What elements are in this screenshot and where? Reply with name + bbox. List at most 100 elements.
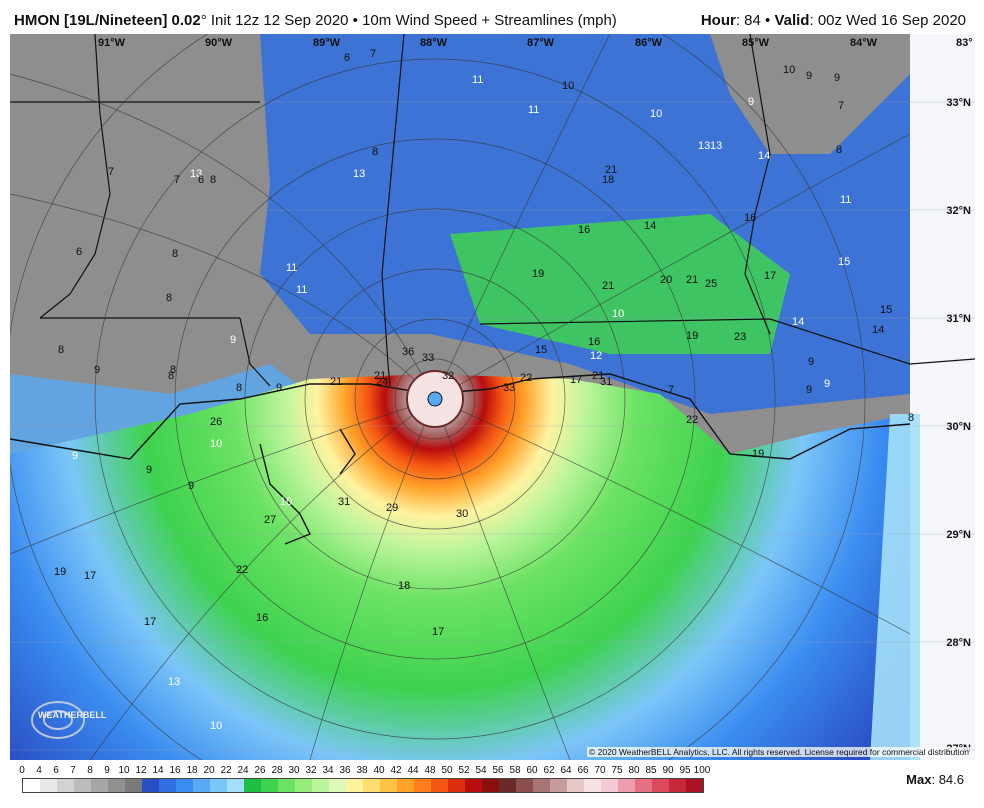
wind-value-label: 8 <box>210 174 217 186</box>
scale-tick-label: 22 <box>220 765 232 776</box>
wind-value-label: 8 <box>172 248 179 260</box>
wind-value-label: 13 <box>698 140 711 152</box>
scale-tick-label: 34 <box>322 765 334 776</box>
wind-value-label: 7 <box>108 166 115 178</box>
scale-tick-label: 6 <box>53 765 59 776</box>
scale-swatch <box>295 779 312 792</box>
wind-value-label: 14 <box>644 220 657 232</box>
scale-swatch <box>533 779 550 792</box>
scale-tick-label: 64 <box>560 765 572 776</box>
wind-value-label: 19 <box>532 268 545 280</box>
scale-swatch <box>57 779 74 792</box>
scale-tick-label: 40 <box>373 765 385 776</box>
scale-tick-label: 20 <box>203 765 215 776</box>
lon-label: 89°W <box>313 37 341 49</box>
scale-ticks: 0 4 6 7 8 9 10 12 14 16 18 20 22 24 26 28 30 32 34 36 38 40 42… <box>19 765 710 777</box>
wind-value-label: 10 <box>650 108 663 120</box>
wind-value-label: 8 <box>166 292 173 304</box>
wind-value-label: 10 <box>280 496 293 508</box>
lon-label: 88°W <box>420 37 448 49</box>
wind-value-label: 9 <box>824 378 831 390</box>
wind-value-label: 10 <box>562 80 575 92</box>
wind-value-label: 9 <box>146 464 153 476</box>
wind-value-label: 9 <box>276 382 283 394</box>
wind-value-label: 8 <box>170 364 177 376</box>
header: HMON [19L/Nineteen] 0.02° Init 12z 12 Se… <box>0 0 984 34</box>
wind-value-label: 10 <box>210 720 223 732</box>
scale-tick-label: 32 <box>305 765 317 776</box>
wind-value-label: 8 <box>168 370 175 382</box>
wind-value-label: 17 <box>432 626 445 638</box>
scale-swatch <box>363 779 380 792</box>
wind-value-label: 6 <box>76 246 83 258</box>
wind-value-label: 13 <box>168 676 181 688</box>
wind-value-label: 31 <box>600 376 613 388</box>
scale-swatch <box>176 779 193 792</box>
scale-swatch <box>584 779 601 792</box>
wind-value-label: 8 <box>908 412 915 424</box>
scale-tick-label: 85 <box>645 765 657 776</box>
lat-label: 31°N <box>946 313 971 325</box>
wind-value-label: 21 <box>602 280 615 292</box>
wind-value-label: 9 <box>748 96 755 108</box>
scale-swatch <box>125 779 142 792</box>
wind-value-label: 15 <box>535 344 548 356</box>
wind-value-label: 19 <box>752 448 765 460</box>
wind-value-label: 22 <box>520 372 533 384</box>
scale-tick-label: 8 <box>87 765 93 776</box>
hour-label: Hour <box>700 12 736 29</box>
product-name: 10m Wind Speed + Streamlines (mph) <box>362 12 617 29</box>
scale-tick-label: 24 <box>237 765 249 776</box>
scale-swatch <box>312 779 329 792</box>
scale-swatch <box>108 779 125 792</box>
lat-label: 30°N <box>946 421 971 433</box>
wind-value-label: 24 <box>376 376 389 388</box>
header-right: Hour: 84 • Valid: 00z Wed 16 Sep 2020 <box>700 12 966 29</box>
scale-swatch <box>346 779 363 792</box>
wind-value-label: 11 <box>472 74 484 86</box>
scale-swatch <box>482 779 499 792</box>
lat-label: 29°N <box>946 529 971 541</box>
scale-swatch <box>499 779 516 792</box>
scale-tick-label: 12 <box>135 765 147 776</box>
scale-swatch <box>550 779 567 792</box>
wind-value-label: 19 <box>54 566 67 578</box>
wind-value-label: 10 <box>210 438 223 450</box>
scale-tick-label: 26 <box>254 765 266 776</box>
init-time: Init 12z 12 Sep 2020 <box>210 12 349 29</box>
scale-tick-label: 18 <box>186 765 198 776</box>
scale-tick-label: 60 <box>526 765 538 776</box>
wind-value-label: 33 <box>503 382 516 394</box>
wind-value-label: 21 <box>374 370 387 382</box>
copyright-notice: © 2020 WeatherBELL Analytics, LLC. All r… <box>587 747 971 757</box>
wind-value-label: 21 <box>605 164 618 176</box>
max-readout: Max: 84.6 <box>906 772 964 787</box>
scale-tick-label: 44 <box>407 765 419 776</box>
wind-value-label: 17 <box>144 616 157 628</box>
scale-swatch <box>652 779 669 792</box>
scale-tick-label: 62 <box>543 765 555 776</box>
scale-tick-label: 58 <box>509 765 521 776</box>
scale-swatch <box>380 779 397 792</box>
scale-tick-label: 14 <box>152 765 164 776</box>
scale-tick-label: 30 <box>288 765 300 776</box>
scale-swatch <box>23 779 40 792</box>
scale-tick-label: 38 <box>356 765 368 776</box>
color-scale: 0 4 6 7 8 9 10 12 14 16 18 20 22 24 26 28 30 32 34 36 38 40 42… <box>19 765 710 793</box>
wind-value-label: 26 <box>210 416 223 428</box>
wind-value-label: 7 <box>668 384 675 396</box>
scale-swatch <box>465 779 482 792</box>
wind-value-label: 21 <box>330 376 343 388</box>
lat-label: 33°N <box>946 97 971 109</box>
wind-value-label: 13 <box>353 168 366 180</box>
lon-label: 85°W <box>742 37 770 49</box>
scale-swatch <box>431 779 448 792</box>
scale-tick-label: 95 <box>679 765 691 776</box>
wind-value-label: 30 <box>456 508 469 520</box>
wind-value-label: 9 <box>806 70 813 82</box>
wind-value-label: 29 <box>386 502 399 514</box>
wind-value-label: 7 <box>370 48 377 60</box>
scale-tick-label: 75 <box>611 765 623 776</box>
wind-field-graphic <box>10 34 975 760</box>
wind-value-label: 15 <box>838 256 851 268</box>
